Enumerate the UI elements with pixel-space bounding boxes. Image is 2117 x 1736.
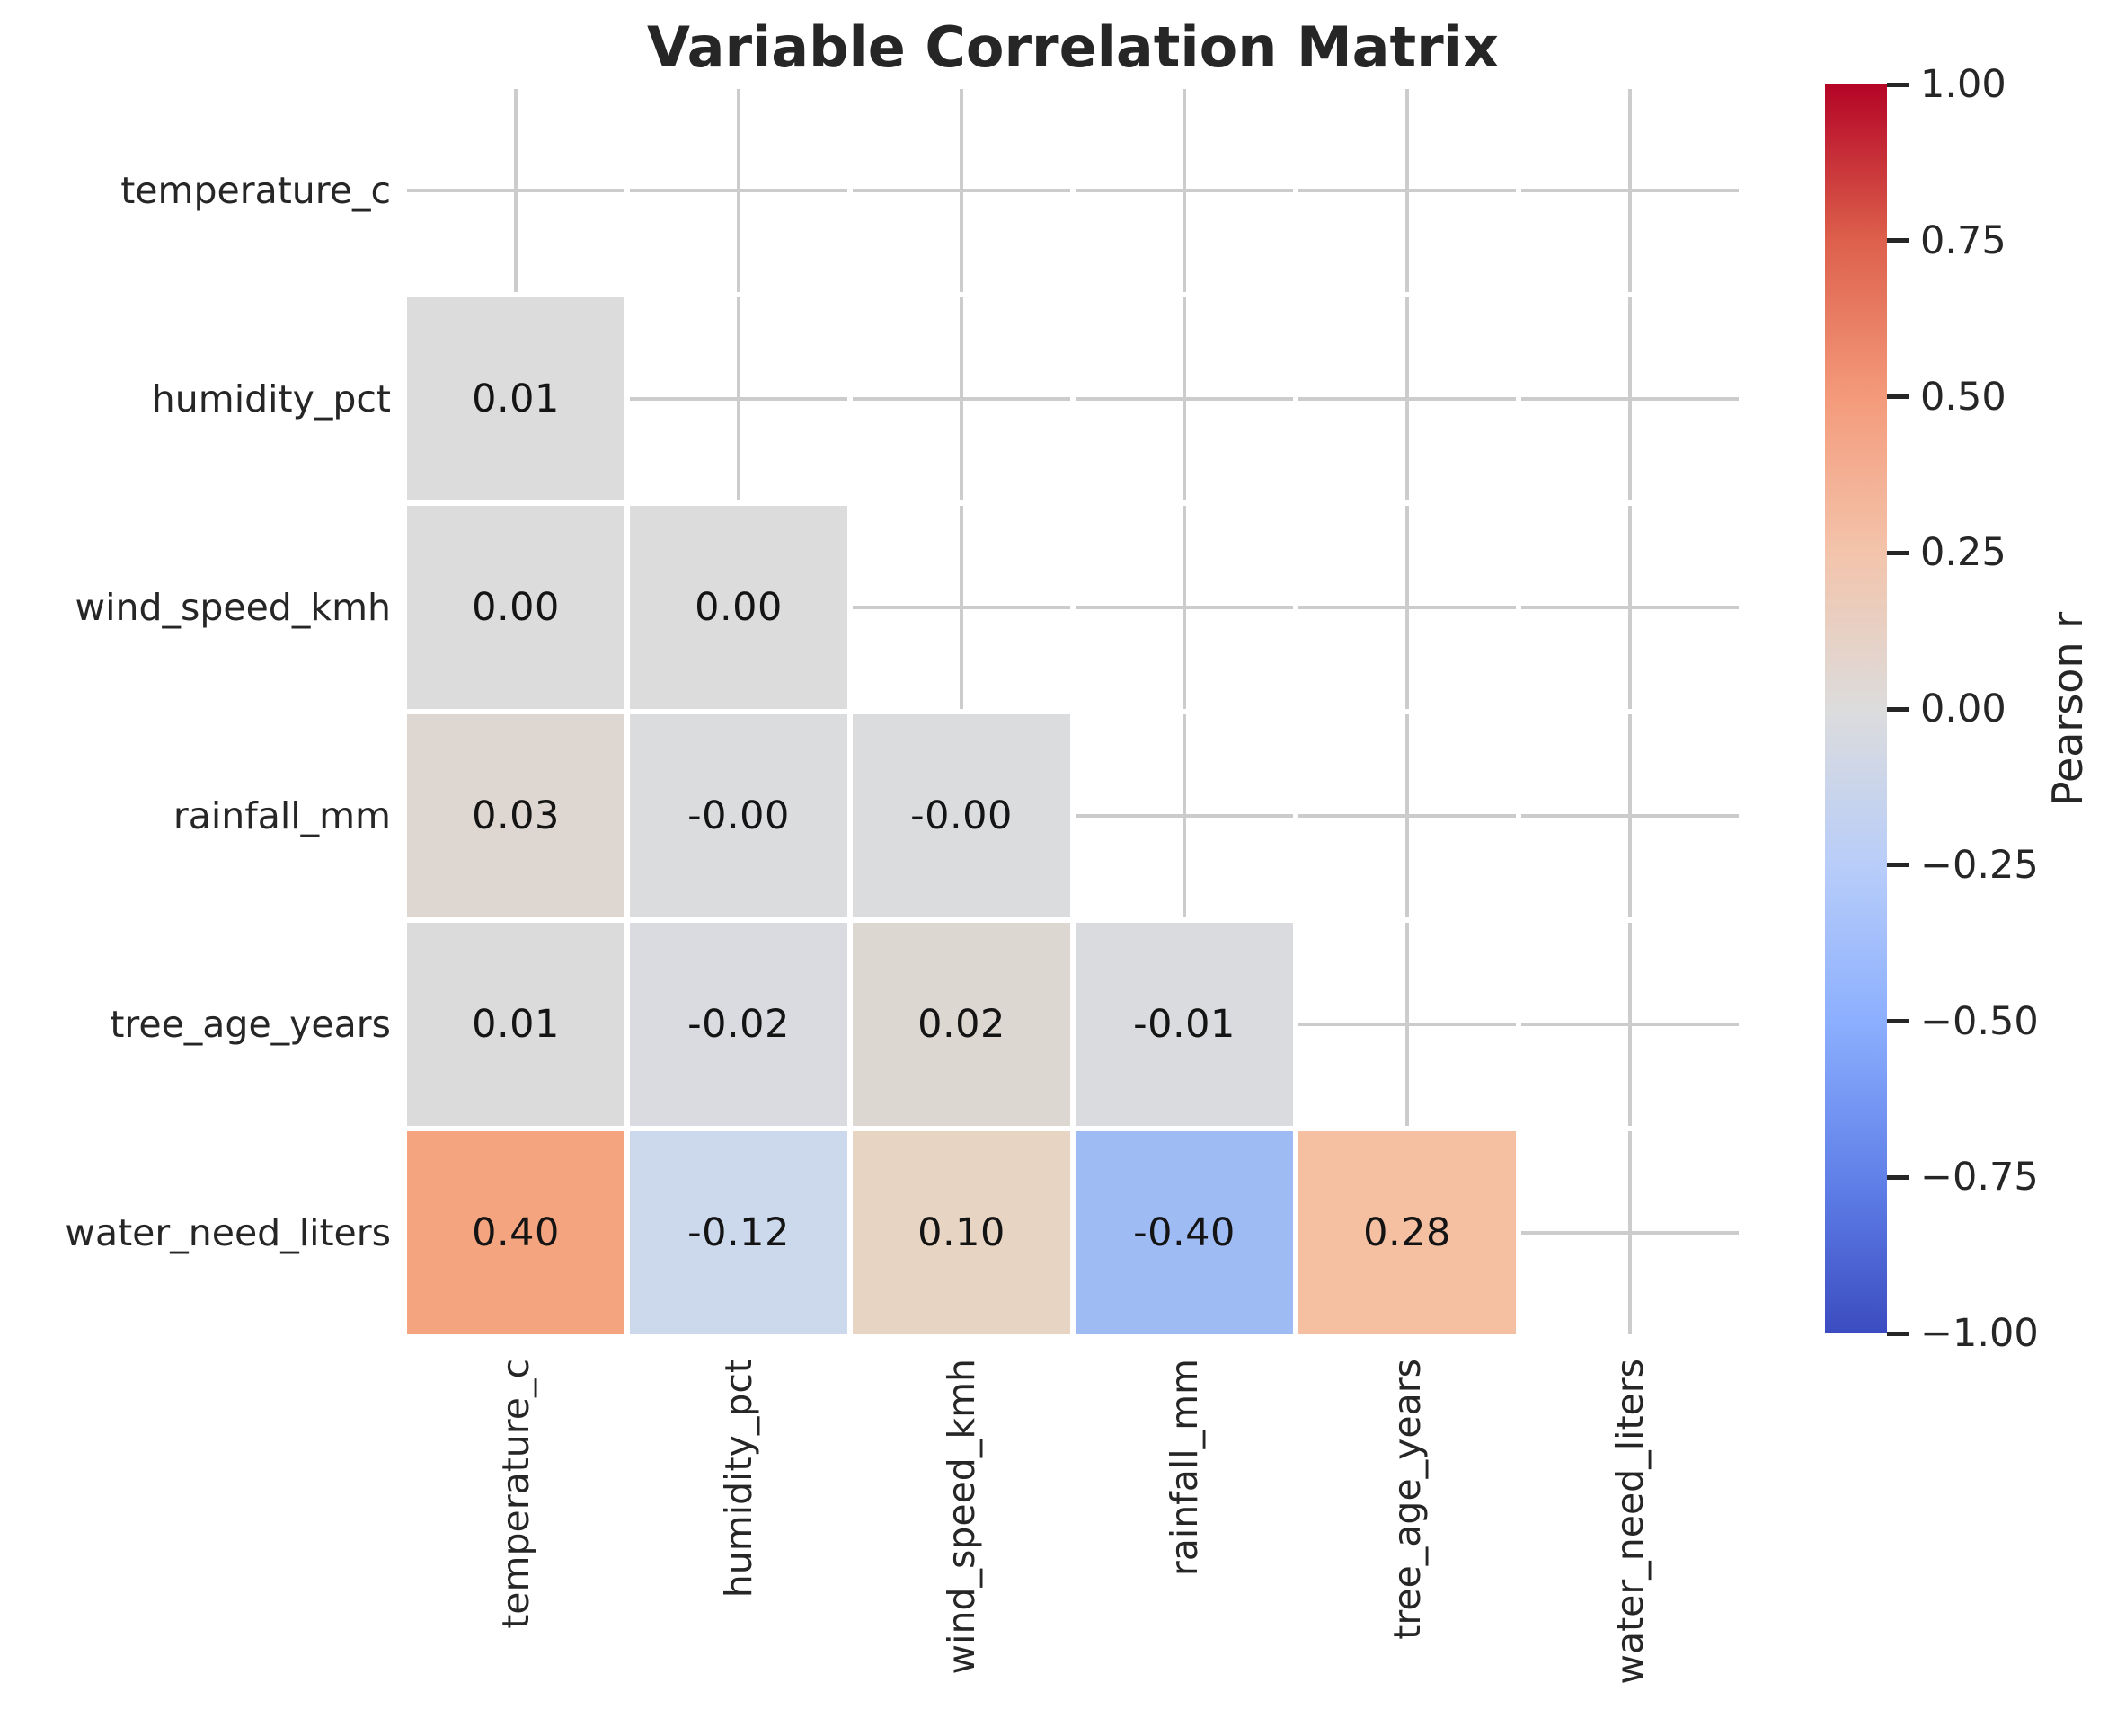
cell-value: 0.00 [695, 585, 783, 630]
x-tick-label-humidity_pct: humidity_pct [717, 1359, 760, 1599]
x-tick-label-water_need_liters: water_need_liters [1608, 1359, 1652, 1685]
gridline-horizontal [404, 606, 1741, 609]
colorbar-tick-mark [1887, 550, 1909, 555]
gridline-horizontal [404, 189, 1741, 192]
colorbar-tick-mark [1887, 238, 1909, 244]
cell-value: 0.03 [472, 793, 560, 838]
colorbar-tick-label: 1.00 [1920, 62, 2006, 107]
heatmap-cell-rainfall_mm-wind_speed_kmh: -0.00 [850, 712, 1073, 920]
colorbar-tick-label: −1.00 [1920, 1311, 2039, 1356]
heatmap-cell-tree_age_years-wind_speed_kmh: 0.02 [850, 920, 1073, 1129]
colorbar-tick-label: −0.50 [1920, 998, 2039, 1044]
gridline-vertical [1628, 86, 1632, 1337]
cell-value: 0.28 [1363, 1210, 1451, 1255]
heatmap-cell-water_need_liters-humidity_pct: -0.12 [627, 1129, 850, 1337]
heatmap-cell-tree_age_years-humidity_pct: -0.02 [627, 920, 850, 1129]
heatmap-cell-tree_age_years-temperature_c: 0.01 [404, 920, 627, 1129]
heatmap-cell-water_need_liters-tree_age_years: 0.28 [1296, 1129, 1519, 1337]
gridline-horizontal [404, 814, 1741, 818]
x-tick-label-wind_speed_kmh: wind_speed_kmh [940, 1359, 983, 1675]
y-tick-label-water_need_liters: water_need_liters [65, 1211, 391, 1254]
y-tick-label-rainfall_mm: rainfall_mm [173, 794, 391, 837]
colorbar-tick-mark [1887, 1174, 1909, 1180]
colorbar-tick-mark [1887, 706, 1909, 712]
cell-value: 0.00 [472, 585, 560, 630]
heatmap-cell-water_need_liters-rainfall_mm: -0.40 [1073, 1129, 1296, 1337]
cell-value: -0.00 [687, 793, 790, 838]
cell-value: 0.01 [472, 376, 560, 421]
cell-value: -0.40 [1133, 1210, 1236, 1255]
chart-title: Variable Correlation Matrix [647, 14, 1499, 80]
colorbar-tick-mark [1887, 863, 1909, 868]
colorbar-tick-mark [1887, 394, 1909, 399]
colorbar-tick-label: 0.25 [1920, 530, 2006, 576]
heatmap-cell-humidity_pct-temperature_c: 0.01 [404, 295, 627, 503]
colorbar-gradient [1825, 84, 1887, 1333]
cell-value: -0.02 [687, 1002, 790, 1047]
heatmap-cell-wind_speed_kmh-temperature_c: 0.00 [404, 503, 627, 712]
colorbar-tick-label: 0.00 [1920, 686, 2006, 731]
cell-value: 0.10 [917, 1210, 1005, 1255]
heatmap-cell-wind_speed_kmh-humidity_pct: 0.00 [627, 503, 850, 712]
colorbar-axis-label: Pearson r [2043, 611, 2092, 807]
cell-value: 0.02 [917, 1002, 1005, 1047]
colorbar-tick-label: −0.25 [1920, 842, 2039, 888]
gridline-vertical [1183, 86, 1186, 1337]
y-tick-label-humidity_pct: humidity_pct [151, 377, 391, 421]
gridline-horizontal [404, 397, 1741, 401]
heatmap-cell-water_need_liters-wind_speed_kmh: 0.10 [850, 1129, 1073, 1337]
gridline-vertical [1405, 86, 1409, 1337]
colorbar-tick-mark [1887, 1019, 1909, 1023]
colorbar-tick-label: 0.50 [1920, 374, 2006, 420]
heatmap-cell-water_need_liters-temperature_c: 0.40 [404, 1129, 627, 1337]
heatmap-cell-rainfall_mm-temperature_c: 0.03 [404, 712, 627, 920]
x-tick-label-rainfall_mm: rainfall_mm [1163, 1359, 1206, 1577]
cell-value: -0.12 [687, 1210, 790, 1255]
x-tick-label-tree_age_years: tree_age_years [1386, 1359, 1429, 1640]
x-tick-label-temperature_c: temperature_c [494, 1359, 537, 1629]
cell-value: 0.40 [472, 1210, 560, 1255]
cell-value: -0.00 [910, 793, 1013, 838]
cell-value: -0.01 [1133, 1002, 1236, 1047]
heatmap-cell-tree_age_years-rainfall_mm: -0.01 [1073, 920, 1296, 1129]
heatmap-cell-rainfall_mm-humidity_pct: -0.00 [627, 712, 850, 920]
y-tick-label-temperature_c: temperature_c [120, 169, 391, 212]
cell-value: 0.01 [472, 1002, 560, 1047]
colorbar-tick-mark [1887, 82, 1909, 87]
colorbar-tick-label: −0.75 [1920, 1155, 2039, 1200]
y-tick-label-wind_speed_kmh: wind_speed_kmh [75, 586, 391, 629]
y-tick-label-tree_age_years: tree_age_years [110, 1003, 391, 1046]
heatmap-plot-area: 0.01 0.00 0.00 0.03 -0.00 -0.00 0.01 -0.02 0.02 -… [404, 86, 1741, 1337]
colorbar-tick-label: 0.75 [1920, 217, 2006, 263]
colorbar-tick-mark [1887, 1331, 1909, 1336]
